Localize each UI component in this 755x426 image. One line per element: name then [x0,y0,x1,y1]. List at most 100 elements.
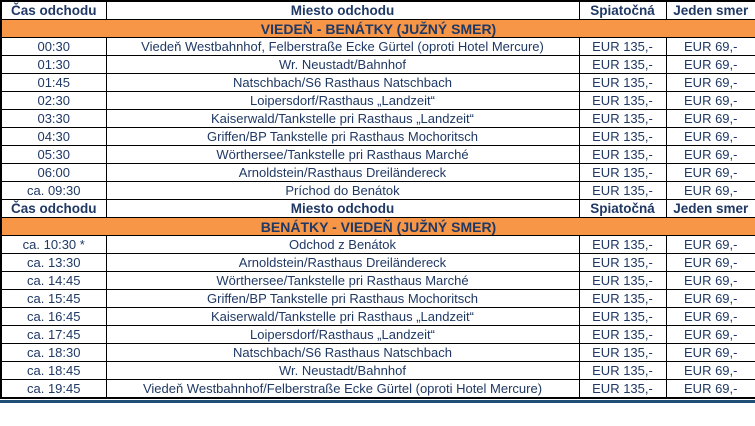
timetable-page: Čas odchodu Miesto odchodu Spiatočná Jeden … [0,0,755,403]
return-price-cell: EUR 135,- [578,163,667,182]
column-header-2: Spiatočná [578,0,667,20]
return-price-cell: EUR 135,- [578,271,667,290]
one-way-price-cell: EUR 69,- [665,253,755,272]
departure-time-cell: 00:30 [0,37,107,56]
departure-time-cell: ca. 17:45 [0,325,107,344]
one-way-price-cell: EUR 69,- [665,37,755,56]
timetable-row: ca. 17:45 Loipersdorf/Rasthaus „Landzeit“… [0,325,755,344]
departure-place-cell: Loipersdorf/Rasthaus „Landzeit“ [105,325,580,344]
timetable-row: ca. 19:45 Viedeň Westbahnhof/Felberstraße… [0,379,755,399]
departure-time-cell: ca. 09:30 [0,181,107,200]
timetable-row: 00:30 Viedeň Westbahnhof, Felberstraße Ec… [0,37,755,56]
section-title: VIEDEŇ - BENÁTKY (JUŽNÝ SMER) [0,19,755,38]
departure-place-cell: Arnoldstein/Rasthaus Dreiländereck [105,163,580,182]
timetable-row: 01:30 Wr. Neustadt/Bahnhof EUR 135,- EUR 69… [0,55,755,74]
departure-time-cell: ca. 14:45 [0,271,107,290]
return-price-cell: EUR 135,- [578,361,667,380]
column-header-2: Spiatočná [578,199,667,218]
one-way-price-cell: EUR 69,- [665,307,755,326]
departure-place-cell: Arnoldstein/Rasthaus Dreiländereck [105,253,580,272]
one-way-price-cell: EUR 69,- [665,343,755,362]
column-header-0: Čas odchodu [0,0,107,20]
departure-place-cell: Viedeň Westbahnhof, Felberstraße Ecke Gü… [105,37,580,56]
return-price-cell: EUR 135,- [578,307,667,326]
return-price-cell: EUR 135,- [578,145,667,164]
return-price-cell: EUR 135,- [578,73,667,92]
timetable-row: ca. 14:45 Wörthersee/Tankstelle pri Rasth… [0,271,755,290]
return-price-cell: EUR 135,- [578,37,667,56]
timetable-row: ca. 18:45 Wr. Neustadt/Bahnhof EUR 135,- EU… [0,361,755,380]
departure-time-cell: 01:30 [0,55,107,74]
timetable-row: 03:30 Kaiserwald/Tankstelle pri Rasthaus … [0,109,755,128]
departure-place-cell: Wr. Neustadt/Bahnhof [105,361,580,380]
one-way-price-cell: EUR 69,- [665,73,755,92]
departure-place-cell: Natschbach/S6 Rasthaus Natschbach [105,73,580,92]
timetable-row: 06:00 Arnoldstein/Rasthaus Dreiländereck E… [0,163,755,182]
column-header-3: Jeden smer [665,0,755,20]
section-title-row: VIEDEŇ - BENÁTKY (JUŽNÝ SMER) [0,19,755,38]
section-title-row: BENÁTKY - VIEDEŇ (JUŽNÝ SMER) [0,217,755,236]
one-way-price-cell: EUR 69,- [665,181,755,200]
departure-time-cell: 05:30 [0,145,107,164]
departure-time-cell: ca. 15:45 [0,289,107,308]
departure-place-cell: Griffen/BP Tankstelle pri Rasthaus Mocho… [105,127,580,146]
departure-place-cell: Odchod z Benátok [105,235,580,254]
departure-time-cell: 06:00 [0,163,107,182]
departure-place-cell: Kaiserwald/Tankstelle pri Rasthaus „Land… [105,109,580,128]
column-header-0: Čas odchodu [0,199,107,218]
column-header-1: Miesto odchodu [105,0,580,20]
timetable-row: ca. 18:30 Natschbach/S6 Rasthaus Natschba… [0,343,755,362]
departure-time-cell: ca. 13:30 [0,253,107,272]
one-way-price-cell: EUR 69,- [665,379,755,399]
departure-place-cell: Wr. Neustadt/Bahnhof [105,55,580,74]
bottom-rule-divider [0,400,755,403]
departure-place-cell: Loipersdorf/Rasthaus „Landzeit“ [105,91,580,110]
departure-place-cell: Griffen/BP Tankstelle pri Rasthaus Mocho… [105,289,580,308]
one-way-price-cell: EUR 69,- [665,289,755,308]
one-way-price-cell: EUR 69,- [665,325,755,344]
departure-place-cell: Natschbach/S6 Rasthaus Natschbach [105,343,580,362]
departure-place-cell: Viedeň Westbahnhof/Felberstraße Ecke Gür… [105,379,580,399]
return-price-cell: EUR 135,- [578,235,667,254]
return-price-cell: EUR 135,- [578,379,667,399]
timetable-row: ca. 16:45 Kaiserwald/Tankstelle pri Rasth… [0,307,755,326]
departure-time-cell: 02:30 [0,91,107,110]
one-way-price-cell: EUR 69,- [665,163,755,182]
departure-time-cell: ca. 19:45 [0,379,107,399]
timetable-row: 01:45 Natschbach/S6 Rasthaus Natschbach EU… [0,73,755,92]
one-way-price-cell: EUR 69,- [665,91,755,110]
departure-time-cell: ca. 18:30 [0,343,107,362]
departure-place-cell: Kaiserwald/Tankstelle pri Rasthaus „Land… [105,307,580,326]
one-way-price-cell: EUR 69,- [665,127,755,146]
timetable-row: 05:30 Wörthersee/Tankstelle pri Rasthaus … [0,145,755,164]
return-price-cell: EUR 135,- [578,181,667,200]
column-header-row: Čas odchodu Miesto odchodu Spiatočná Jeden … [0,199,755,218]
timetable-row: 04:30 Griffen/BP Tankstelle pri Rasthaus … [0,127,755,146]
return-price-cell: EUR 135,- [578,325,667,344]
departure-time-cell: ca. 16:45 [0,307,107,326]
column-header-1: Miesto odchodu [105,199,580,218]
timetable-row: ca. 10:30 * Odchod z Benátok EUR 135,- EUR … [0,235,755,254]
departure-time-cell: 04:30 [0,127,107,146]
return-price-cell: EUR 135,- [578,109,667,128]
return-price-cell: EUR 135,- [578,91,667,110]
departure-time-cell: ca. 18:45 [0,361,107,380]
departure-time-cell: 03:30 [0,109,107,128]
return-price-cell: EUR 135,- [578,55,667,74]
timetable-row: ca. 13:30 Arnoldstein/Rasthaus Dreiländer… [0,253,755,272]
one-way-price-cell: EUR 69,- [665,145,755,164]
bus-timetable: Čas odchodu Miesto odchodu Spiatočná Jeden … [0,0,755,399]
one-way-price-cell: EUR 69,- [665,361,755,380]
one-way-price-cell: EUR 69,- [665,271,755,290]
return-price-cell: EUR 135,- [578,343,667,362]
column-header-3: Jeden smer [665,199,755,218]
departure-place-cell: Príchod do Benátok [105,181,580,200]
return-price-cell: EUR 135,- [578,253,667,272]
return-price-cell: EUR 135,- [578,127,667,146]
departure-place-cell: Wörthersee/Tankstelle pri Rasthaus March… [105,271,580,290]
timetable-row: ca. 09:30 Príchod do Benátok EUR 135,- EUR … [0,181,755,200]
column-header-row: Čas odchodu Miesto odchodu Spiatočná Jeden … [0,0,755,20]
one-way-price-cell: EUR 69,- [665,109,755,128]
departure-place-cell: Wörthersee/Tankstelle pri Rasthaus March… [105,145,580,164]
return-price-cell: EUR 135,- [578,289,667,308]
